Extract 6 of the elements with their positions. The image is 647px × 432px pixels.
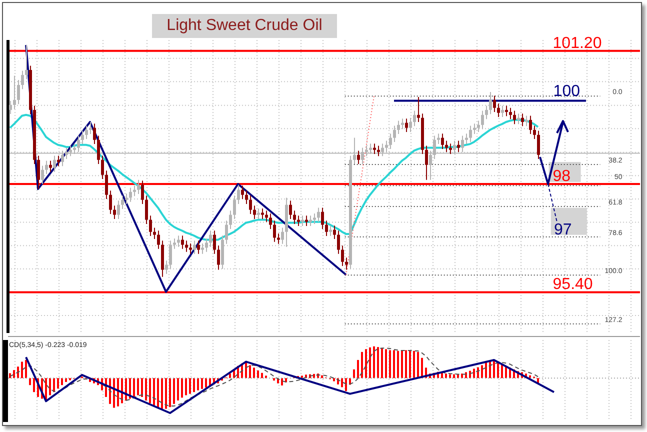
annotation: 97 bbox=[554, 221, 572, 238]
ref-line-label: 101.20 bbox=[552, 34, 602, 52]
series-label: 100 bbox=[553, 82, 580, 100]
ref-line-label: 98 bbox=[552, 168, 571, 186]
ref-line-label: 95.40 bbox=[552, 276, 593, 294]
chart-title: Light Sweet Crude Oil bbox=[152, 14, 337, 38]
